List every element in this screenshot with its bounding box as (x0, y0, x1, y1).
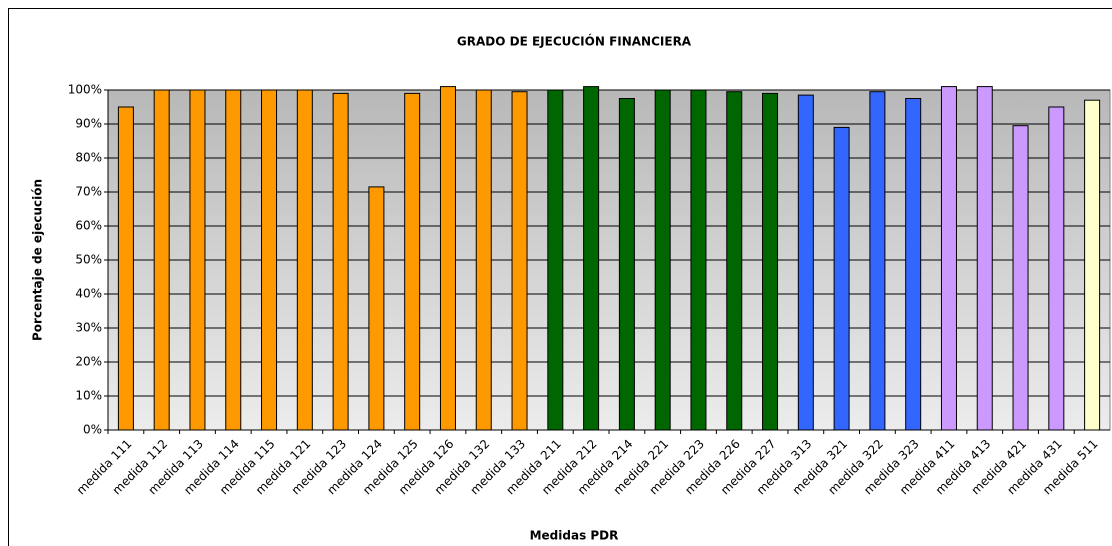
bar (475, 89, 492, 431)
y-axis-label: Porcentaje de ejecución (31, 179, 45, 341)
bar (1084, 99, 1101, 431)
bar (117, 106, 134, 431)
bar (726, 91, 743, 431)
bar (153, 89, 170, 431)
bar (189, 89, 206, 431)
bar (976, 86, 993, 431)
bar (654, 89, 671, 431)
bar (583, 86, 600, 431)
bar (690, 89, 707, 431)
y-tick-label: 80% (75, 151, 102, 165)
bar (547, 89, 564, 431)
y-tick-label: 20% (75, 355, 102, 369)
y-tick-label: 10% (75, 389, 102, 403)
bar (368, 186, 385, 431)
bar (833, 126, 850, 431)
bar (1048, 106, 1065, 431)
bar (332, 92, 349, 431)
y-tick-label: 30% (75, 321, 102, 335)
bar (940, 86, 957, 431)
bar (511, 91, 528, 431)
bar (261, 89, 278, 431)
bar (869, 91, 886, 431)
y-tick-label: 60% (75, 219, 102, 233)
y-tick-label: 40% (75, 287, 102, 301)
bar (797, 94, 814, 431)
bar (1012, 125, 1029, 431)
y-tick-label: 100% (68, 83, 102, 97)
bar (404, 92, 421, 431)
y-tick-label: 0% (83, 423, 102, 437)
y-tick-label: 70% (75, 185, 102, 199)
x-axis-label: Medidas PDR (530, 529, 619, 543)
y-tick-label: 90% (75, 117, 102, 131)
bar (905, 98, 922, 431)
chart-title: GRADO DE EJECUCIÓN FINANCIERA (457, 34, 692, 49)
bar (225, 89, 242, 431)
bar (296, 89, 313, 431)
y-tick-label: 50% (75, 253, 102, 267)
bar (439, 86, 456, 431)
bar (762, 92, 779, 431)
bar (618, 98, 635, 431)
